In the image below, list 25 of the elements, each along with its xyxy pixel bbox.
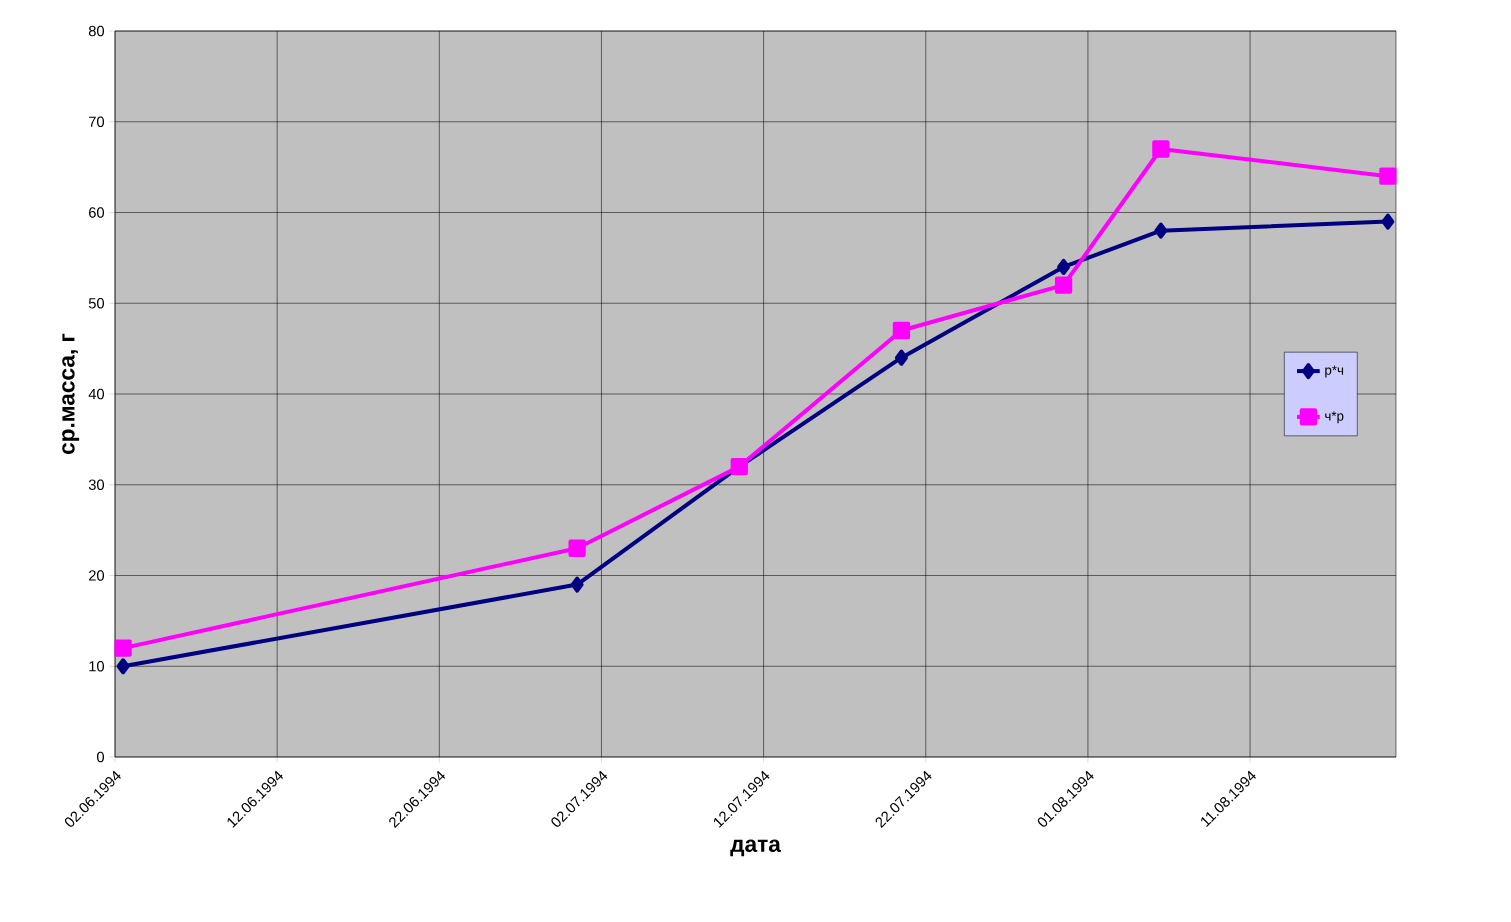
- legend-label: ч*р: [1325, 411, 1344, 424]
- y-tick-label: 10: [89, 661, 105, 672]
- point: [1152, 140, 1170, 158]
- y-tick-label: 40: [88, 388, 105, 400]
- point: [116, 658, 130, 675]
- point: [1154, 222, 1168, 239]
- point: [1054, 276, 1073, 294]
- y-tick-label: 30: [88, 479, 105, 490]
- point: [892, 321, 911, 340]
- point: [1381, 213, 1395, 230]
- point: [1379, 167, 1397, 185]
- y-tick-label: 80: [88, 25, 105, 37]
- point: [568, 539, 586, 557]
- point: [570, 576, 584, 593]
- point: [894, 349, 908, 366]
- y-tick-label: 20: [89, 570, 105, 581]
- x-axis-title: дата: [730, 839, 782, 857]
- point: [1057, 258, 1071, 275]
- y-tick-label: 50: [88, 298, 105, 309]
- y-tick-label: 70: [89, 116, 105, 127]
- legend-label: р*ч: [1325, 365, 1344, 378]
- y-tick-label: 60: [89, 207, 105, 218]
- y-axis-title: ср.масса, г: [62, 333, 80, 455]
- y-tick-label: 0: [97, 751, 105, 763]
- point: [114, 639, 132, 657]
